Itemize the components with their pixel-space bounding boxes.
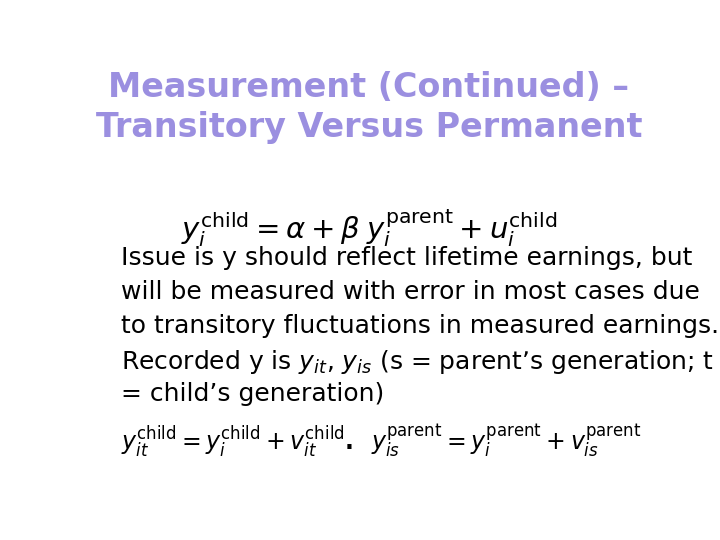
Text: Issue is y should reflect lifetime earnings, but: Issue is y should reflect lifetime earni…: [121, 246, 692, 269]
Text: Measurement (Continued) –
Transitory Versus Permanent: Measurement (Continued) – Transitory Ver…: [96, 71, 642, 144]
Text: to transitory fluctuations in measured earnings.: to transitory fluctuations in measured e…: [121, 314, 719, 338]
Text: will be measured with error in most cases due: will be measured with error in most case…: [121, 280, 700, 304]
Text: = child’s generation): = child’s generation): [121, 382, 384, 406]
Text: $y_i^{\mathrm{child}} = \alpha + \beta\; y_i^{\mathrm{parent}} + u_i^{\mathrm{ch: $y_i^{\mathrm{child}} = \alpha + \beta\;…: [181, 208, 557, 249]
Text: $y_{it}^{\mathrm{child}} = y_i^{\mathrm{child}} + v_{it}^{\mathrm{child}}$$\math: $y_{it}^{\mathrm{child}} = y_i^{\mathrm{…: [121, 423, 641, 460]
Text: Recorded y is $y_{it}$, $y_{is}$ (s = parent’s generation; t: Recorded y is $y_{it}$, $y_{is}$ (s = pa…: [121, 348, 714, 376]
